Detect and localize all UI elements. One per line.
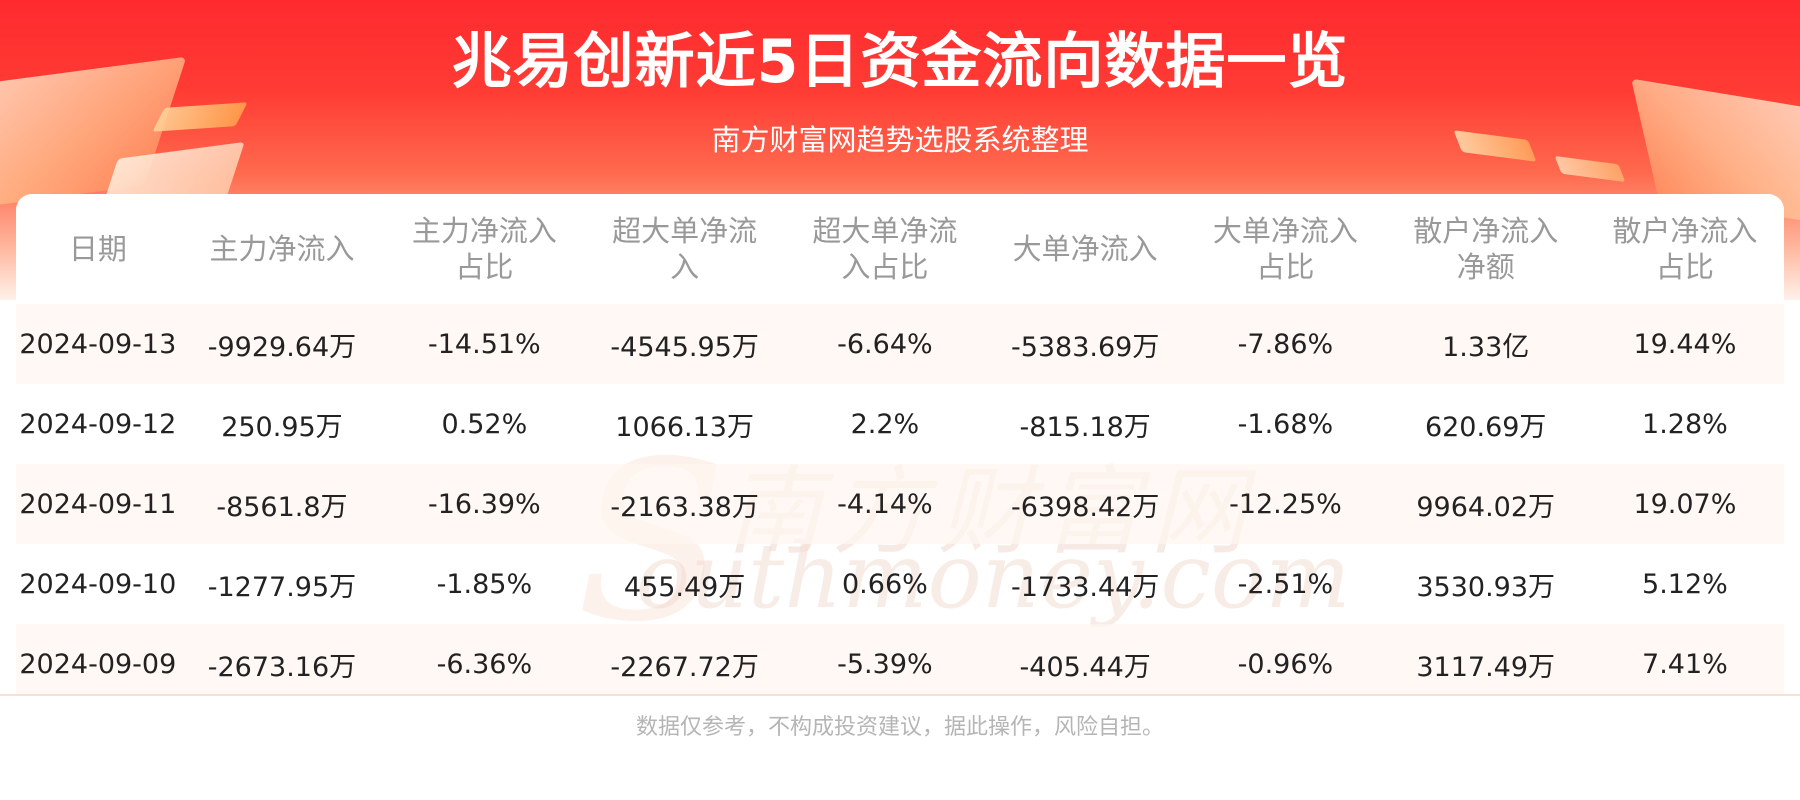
column-header: 散户净流入 占比 — [1612, 214, 1758, 284]
table-cell: 2024-09-09 — [16, 624, 180, 694]
table-cell: 19.44% — [1585, 304, 1784, 384]
table-cell: 9964.02万 — [1385, 464, 1586, 544]
table-header-row: 日期 主力净流入 主力净流入 占比 超大单净流入超大单净流 入占比 大单净流入 大单净流入 占比… — [16, 194, 1784, 304]
table-cell: -6.64% — [784, 304, 986, 384]
table-cell: -5.39% — [784, 624, 986, 694]
table-cell: -7.86% — [1185, 304, 1386, 384]
table-row: 2024-09-12 250.95万 0.52% 1066.13万 2.2% -815.1… — [16, 384, 1784, 464]
column-header: 超大单净流入 — [612, 214, 758, 284]
table-cell: 3530.93万 — [1416, 571, 1556, 603]
table-cell: 0.66% — [842, 568, 928, 600]
table-cell: 2024-09-13 — [16, 304, 180, 384]
page-subtitle: 南方财富网趋势选股系统整理 — [711, 123, 1089, 157]
table-row: 2024-09-11 -8561.8万 -16.39% -2163.38万 -4.14%… — [16, 464, 1784, 544]
table-cell: -0.96% — [1185, 624, 1386, 694]
table-cell: 5.12% — [1642, 568, 1728, 600]
column-header: 大单净流入 占比 — [1212, 214, 1358, 284]
table-cell: 1.33亿 — [1385, 304, 1586, 384]
table-cell: 2024-09-11 — [16, 464, 180, 544]
table-row: 2024-09-13 -9929.64万 -14.51% -4545.95万 -6.64… — [16, 304, 1784, 384]
column-header: 散户净流入 净额 — [1413, 214, 1559, 284]
table-cell: -405.44万 — [985, 624, 1186, 694]
table-cell: -12.25% — [1185, 464, 1386, 544]
table-cell: 0.52% — [441, 408, 528, 440]
table-cell: -9929.64万 — [179, 304, 385, 384]
table-cell: -16.39% — [384, 464, 585, 544]
table-cell: -2673.16万 — [179, 624, 385, 694]
table-cell: -2.51% — [1237, 568, 1334, 600]
table-cell: -1.85% — [436, 568, 533, 600]
table-cell: 2024-09-12 — [19, 408, 177, 440]
table-row: 2024-09-09 -2673.16万 -6.36% -2267.72万 -5.39%… — [16, 624, 1784, 694]
table-body: 2024-09-13 -9929.64万 -14.51% -4545.95万 -6.64… — [16, 304, 1784, 694]
table-cell: 1.28% — [1642, 408, 1728, 440]
table-cell: 1066.13万 — [615, 411, 754, 443]
table-cell: -815.18万 — [1019, 411, 1151, 443]
table-cell: 3117.49万 — [1385, 624, 1586, 694]
table-cell: 620.69万 — [1424, 411, 1547, 443]
data-table-card: S 南方财富网 outhmoney.com 日期主力净流入主力净流入占比超大单净… — [16, 194, 1784, 694]
table-cell: 2.2% — [850, 408, 920, 440]
table-cell: -1733.44万 — [1010, 571, 1160, 603]
table-cell: -1.68% — [1237, 408, 1334, 440]
table-cell: -1277.95万 — [207, 571, 357, 603]
column-header: 超大单净流 入占比 — [812, 214, 958, 284]
table-cell: -14.51% — [384, 304, 585, 384]
table-cell: 2024-09-10 — [19, 568, 177, 600]
table-cell: -2267.72万 — [584, 624, 785, 694]
table-cell: -4.14% — [784, 464, 986, 544]
column-header: 日期 — [68, 232, 127, 266]
table-cell: -8561.8万 — [179, 464, 385, 544]
table-cell: -4545.95万 — [584, 304, 785, 384]
table-cell: -6.36% — [384, 624, 585, 694]
table-cell: 19.07% — [1585, 464, 1784, 544]
table-cell: 250.95万 — [221, 411, 343, 443]
disclaimer-text: 数据仅参考，不构成投资建议，据此操作，风险自担。 — [635, 715, 1164, 740]
footer-divider — [0, 694, 1800, 696]
column-header: 主力净流入 — [209, 232, 355, 266]
fund-flow-table: 日期 主力净流入 主力净流入 占比 超大单净流入超大单净流 入占比 大单净流入 大单净流入 占比… — [16, 194, 1784, 694]
table-cell: -5383.69万 — [985, 304, 1186, 384]
column-header: 大单净流入 — [1012, 232, 1158, 266]
table-cell: -2163.38万 — [584, 464, 785, 544]
table-cell: 7.41% — [1585, 624, 1784, 694]
page-title: 兆易创新近5日资金流向数据一览 — [451, 27, 1349, 97]
table-row: 2024-09-10 -1277.95万 -1.85% 455.49万 0.66% -17… — [16, 544, 1784, 624]
table-cell: -6398.42万 — [985, 464, 1186, 544]
column-header: 主力净流入 占比 — [411, 214, 557, 284]
table-cell: 455.49万 — [623, 571, 746, 603]
